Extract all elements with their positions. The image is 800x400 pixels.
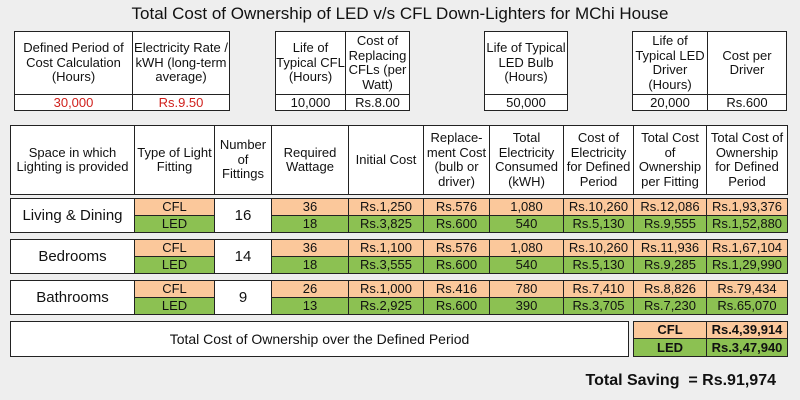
param-label-period: Defined Period of Cost Calculation (Hour…: [15, 32, 133, 94]
cell-kwh: 780: [489, 280, 564, 298]
param-value-cfl-replace: Rs.8.00: [346, 94, 409, 110]
cell-elec-cost: Rs.7,410: [563, 280, 634, 298]
param-label-cfl-replace: Cost of Replacing CFLs (per Watt): [346, 32, 409, 94]
param-label-driver-cost: Cost per Driver: [708, 32, 786, 94]
total-cfl-value: Rs.4,39,914: [706, 321, 788, 339]
cell-type: CFL: [134, 198, 215, 216]
params-group-cfl: Life of Typical CFL (Hours) Cost of Repl…: [275, 31, 410, 111]
cell-wattage: 18: [271, 256, 349, 274]
space-name: Living & Dining: [10, 198, 135, 233]
cell-kwh: 540: [489, 256, 564, 274]
cell-elec-cost: Rs.3,705: [563, 297, 634, 315]
cell-elec-cost: Rs.10,260: [563, 239, 634, 257]
cell-kwh: 540: [489, 215, 564, 233]
param-value-led-life: 50,000: [485, 94, 567, 110]
header-fittings: Number of Fittings: [214, 125, 272, 195]
header-wattage: Required Wattage: [271, 125, 349, 195]
page-title: Total Cost of Ownership of LED v/s CFL D…: [131, 4, 669, 23]
param-label-led-life: Life of Typical LED Bulb (Hours): [485, 32, 567, 94]
param-value-period: 30,000: [15, 94, 133, 110]
params-group-led-bulb: Life of Typical LED Bulb (Hours) 50,000: [484, 31, 568, 111]
space-name: Bedrooms: [10, 239, 135, 274]
cell-initial: Rs.1,250: [348, 198, 424, 216]
cell-elec-cost: Rs.5,130: [563, 256, 634, 274]
header-type: Type of Light Fitting: [134, 125, 215, 195]
header-tco-fitting: Total Cost of Ownership per Fitting: [633, 125, 707, 195]
cell-tco-fitting: Rs.7,230: [633, 297, 707, 315]
param-value-driver-life: 20,000: [633, 94, 708, 110]
cell-tco-fitting: Rs.12,086: [633, 198, 707, 216]
cell-initial: Rs.3,555: [348, 256, 424, 274]
cell-tco-period: Rs.1,67,104: [706, 239, 788, 257]
cell-tco-period: Rs.79,434: [706, 280, 788, 298]
total-cfl-label: CFL: [633, 321, 707, 339]
space-fittings: 9: [214, 280, 272, 315]
cell-wattage: 13: [271, 297, 349, 315]
param-value-cfl-life: 10,000: [276, 94, 346, 110]
cell-tco-period: Rs.65,070: [706, 297, 788, 315]
cell-elec-cost: Rs.5,130: [563, 215, 634, 233]
header-kwh: Total Electricity Consumed (kWH): [489, 125, 564, 195]
cell-type: LED: [134, 215, 215, 233]
space-fittings: 14: [214, 239, 272, 274]
header-tco-period: Total Cost of Ownership for Defined Peri…: [706, 125, 788, 195]
param-value-rate: Rs.9.50: [133, 94, 229, 110]
cell-tco-period: Rs.1,52,880: [706, 215, 788, 233]
param-label-rate: Electricity Rate / kWH (long-term averag…: [133, 32, 229, 94]
cell-replacement: Rs.600: [423, 297, 490, 315]
header-initial: Initial Cost: [348, 125, 424, 195]
params-group-led-driver: Life of Typical LED Driver (Hours) Cost …: [632, 31, 787, 111]
cell-initial: Rs.1,100: [348, 239, 424, 257]
cell-replacement: Rs.576: [423, 198, 490, 216]
cell-replacement: Rs.600: [423, 256, 490, 274]
total-saving: Total Saving = Rs.91,974: [586, 372, 776, 390]
header-elec-cost: Cost of Electricity for Defined Period: [563, 125, 634, 195]
param-label-driver-life: Life of Typical LED Driver (Hours): [633, 32, 708, 94]
cell-elec-cost: Rs.10,260: [563, 198, 634, 216]
cell-kwh: 1,080: [489, 239, 564, 257]
cell-tco-fitting: Rs.9,555: [633, 215, 707, 233]
cell-initial: Rs.2,925: [348, 297, 424, 315]
cell-wattage: 36: [271, 239, 349, 257]
cell-kwh: 390: [489, 297, 564, 315]
total-led-value: Rs.3,47,940: [706, 338, 788, 357]
cell-initial: Rs.1,000: [348, 280, 424, 298]
cell-wattage: 36: [271, 198, 349, 216]
cell-tco-fitting: Rs.8,826: [633, 280, 707, 298]
cell-type: LED: [134, 256, 215, 274]
header-space: Space in which Lighting is provided: [10, 125, 135, 195]
space-name: Bathrooms: [10, 280, 135, 315]
cell-initial: Rs.3,825: [348, 215, 424, 233]
total-saving-label: Total Saving =: [585, 372, 698, 389]
cell-replacement: Rs.416: [423, 280, 490, 298]
param-value-driver-cost: Rs.600: [708, 94, 786, 110]
total-label: Total Cost of Ownership over the Defined…: [10, 321, 629, 357]
cell-tco-period: Rs.1,93,376: [706, 198, 788, 216]
cell-replacement: Rs.600: [423, 215, 490, 233]
param-label-cfl-life: Life of Typical CFL (Hours): [276, 32, 346, 94]
cell-wattage: 18: [271, 215, 349, 233]
cell-tco-fitting: Rs.9,285: [633, 256, 707, 274]
cell-kwh: 1,080: [489, 198, 564, 216]
space-fittings: 16: [214, 198, 272, 233]
cell-type: CFL: [134, 280, 215, 298]
cell-tco-fitting: Rs.11,936: [633, 239, 707, 257]
total-saving-value: Rs.91,974: [702, 372, 776, 389]
cell-tco-period: Rs.1,29,990: [706, 256, 788, 274]
cell-replacement: Rs.576: [423, 239, 490, 257]
cell-type: LED: [134, 297, 215, 315]
header-replacement: Replace-ment Cost (bulb or driver): [423, 125, 490, 195]
total-led-label: LED: [633, 338, 707, 357]
cell-type: CFL: [134, 239, 215, 257]
cell-wattage: 26: [271, 280, 349, 298]
params-group-period-rate: Defined Period of Cost Calculation (Hour…: [14, 31, 230, 111]
